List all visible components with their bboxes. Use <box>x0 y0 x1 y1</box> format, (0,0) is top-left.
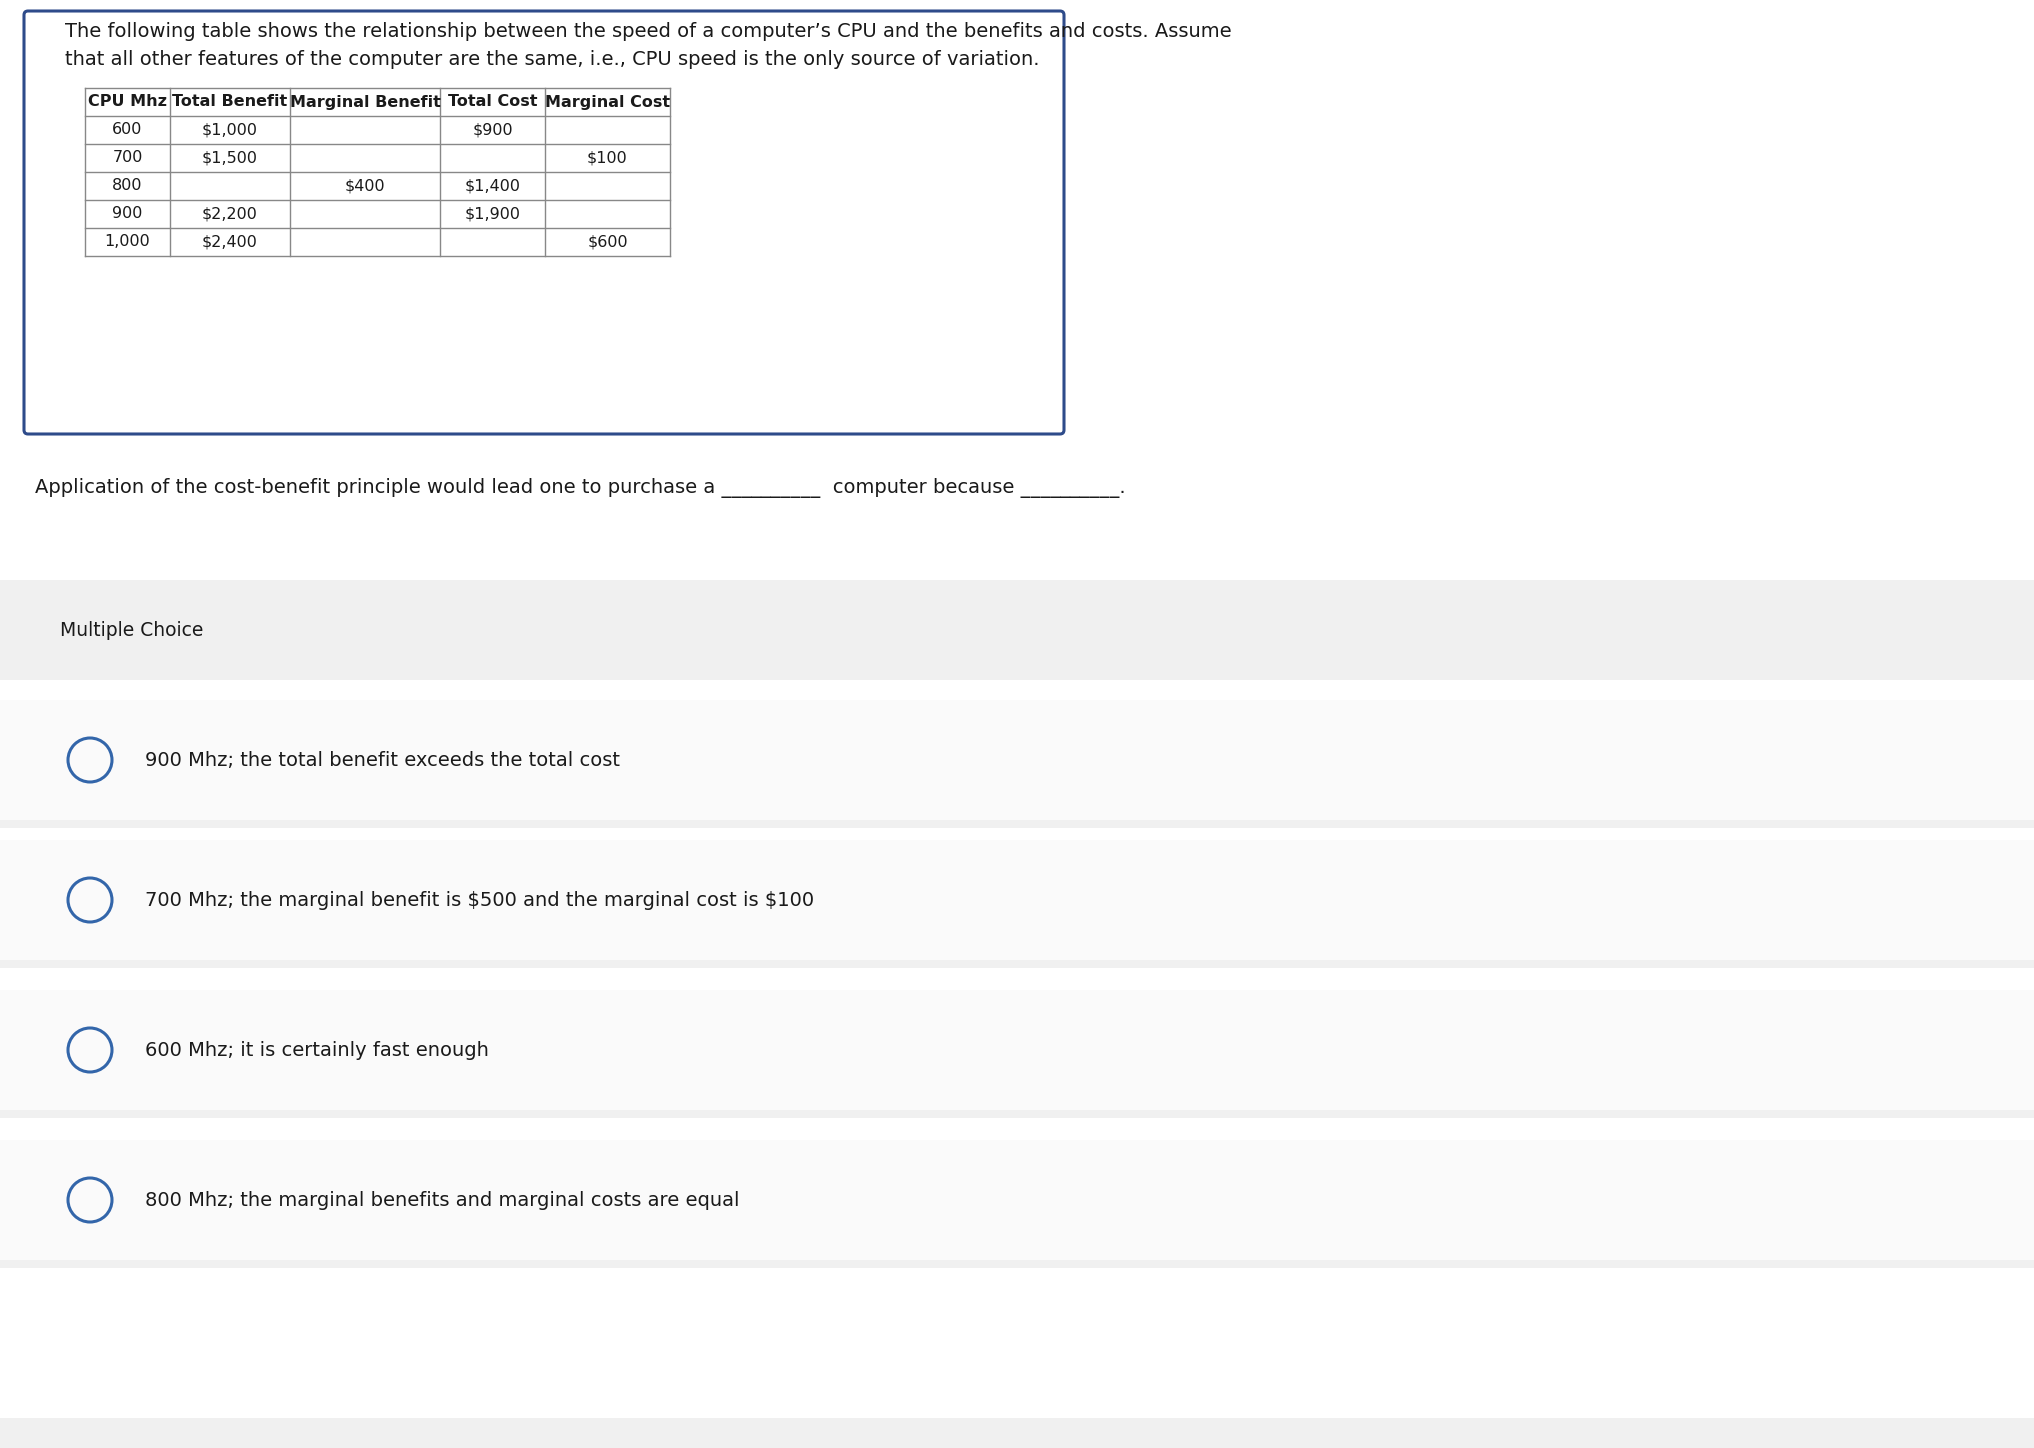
Text: \$1,900: \$1,900 <box>464 207 521 222</box>
Text: Marginal Benefit: Marginal Benefit <box>289 94 441 110</box>
Text: \$1,400: \$1,400 <box>464 178 521 194</box>
Text: \$400: \$400 <box>344 178 384 194</box>
Text: 1,000: 1,000 <box>104 235 151 249</box>
Text: The following table shows the relationship between the speed of a computer’s CPU: The following table shows the relationsh… <box>65 22 1233 70</box>
Text: \$1,000: \$1,000 <box>201 123 258 138</box>
Bar <box>0 960 2034 969</box>
Text: 900 Mhz; the total benefit exceeds the total cost: 900 Mhz; the total benefit exceeds the t… <box>144 750 620 769</box>
Text: 900: 900 <box>112 207 142 222</box>
Text: \$100: \$100 <box>588 151 629 165</box>
FancyBboxPatch shape <box>24 12 1064 434</box>
Text: Multiple Choice: Multiple Choice <box>59 621 203 640</box>
Text: 800: 800 <box>112 178 142 194</box>
Text: 600 Mhz; it is certainly fast enough: 600 Mhz; it is certainly fast enough <box>144 1041 488 1060</box>
Bar <box>0 699 2034 820</box>
Text: \$1,500: \$1,500 <box>201 151 258 165</box>
Bar <box>0 1140 2034 1260</box>
Text: \$2,400: \$2,400 <box>201 235 258 249</box>
Text: Total Cost: Total Cost <box>447 94 537 110</box>
Bar <box>0 1418 2034 1448</box>
Text: Total Benefit: Total Benefit <box>173 94 287 110</box>
Bar <box>0 1260 2034 1268</box>
Text: 800 Mhz; the marginal benefits and marginal costs are equal: 800 Mhz; the marginal benefits and margi… <box>144 1190 740 1209</box>
Text: \$900: \$900 <box>472 123 513 138</box>
Text: 600: 600 <box>112 123 142 138</box>
Text: Application of the cost-benefit principle would lead one to purchase a _________: Application of the cost-benefit principl… <box>35 478 1125 498</box>
Bar <box>0 820 2034 828</box>
Text: Marginal Cost: Marginal Cost <box>545 94 669 110</box>
Text: \$600: \$600 <box>588 235 629 249</box>
Bar <box>0 840 2034 960</box>
Text: 700: 700 <box>112 151 142 165</box>
Text: 700 Mhz; the marginal benefit is \$500 and the marginal cost is \$100: 700 Mhz; the marginal benefit is \$500 a… <box>144 891 814 909</box>
Text: CPU Mhz: CPU Mhz <box>87 94 167 110</box>
Bar <box>0 990 2034 1111</box>
Bar <box>0 581 2034 681</box>
Bar <box>0 1111 2034 1118</box>
Text: \$2,200: \$2,200 <box>201 207 258 222</box>
